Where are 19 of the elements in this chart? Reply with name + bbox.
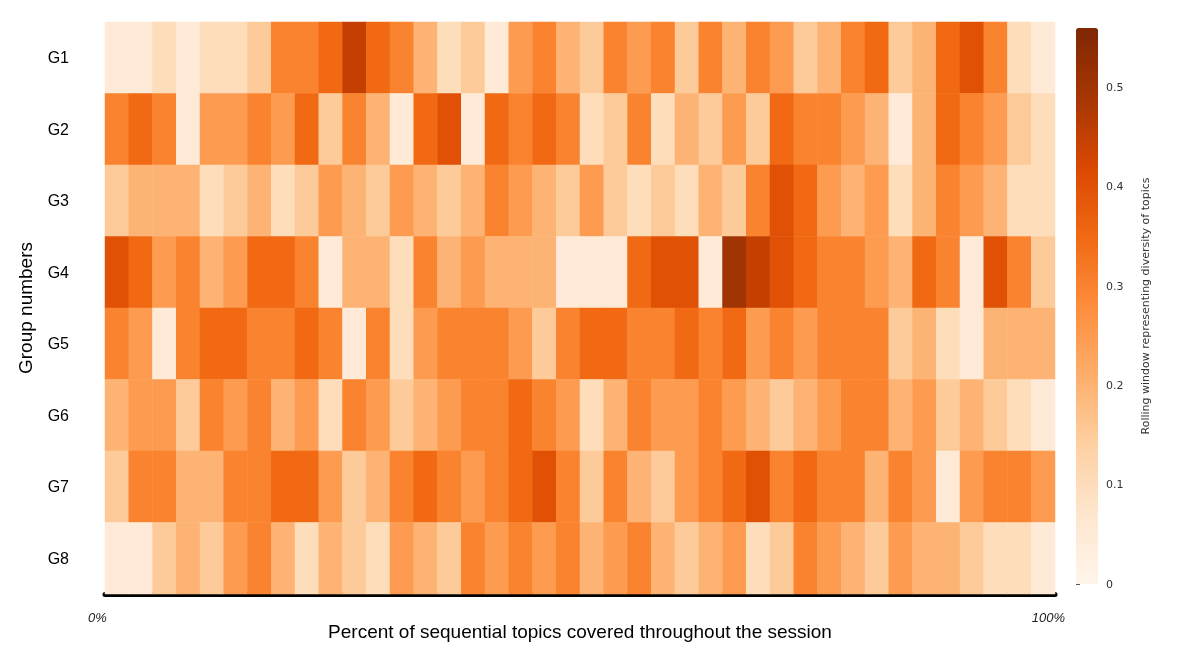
y-tick-label: G6 <box>47 406 70 424</box>
color-bar-label: 0.1 <box>1106 478 1124 492</box>
text: 100% <box>1031 610 1065 625</box>
color-bar-label: 0.3 <box>1106 279 1124 293</box>
y-tick-label: G5 <box>47 335 70 353</box>
y-tick-label: G7 <box>47 478 70 496</box>
color-bar-label: 0.2 <box>1106 378 1124 392</box>
y-tick-label: G4 <box>47 263 70 281</box>
y-tick-label: G2 <box>47 120 70 138</box>
text: 0% <box>88 610 107 625</box>
y-axis-title: Group numbers <box>15 241 36 375</box>
y-tick-label: G3 <box>47 192 70 210</box>
color-bar-label: 0 <box>1106 577 1113 591</box>
color-bar-label: 0.5 <box>1106 81 1124 95</box>
x-axis-title: Percent of sequential topics covered throughout the session <box>328 621 832 642</box>
y-tick-label: G1 <box>47 49 70 67</box>
y-tick-label: G8 <box>47 549 70 567</box>
color-bar-title: Rolling window representing diversity of topics <box>1139 177 1152 435</box>
color-bar-label: 0.4 <box>1106 180 1124 194</box>
